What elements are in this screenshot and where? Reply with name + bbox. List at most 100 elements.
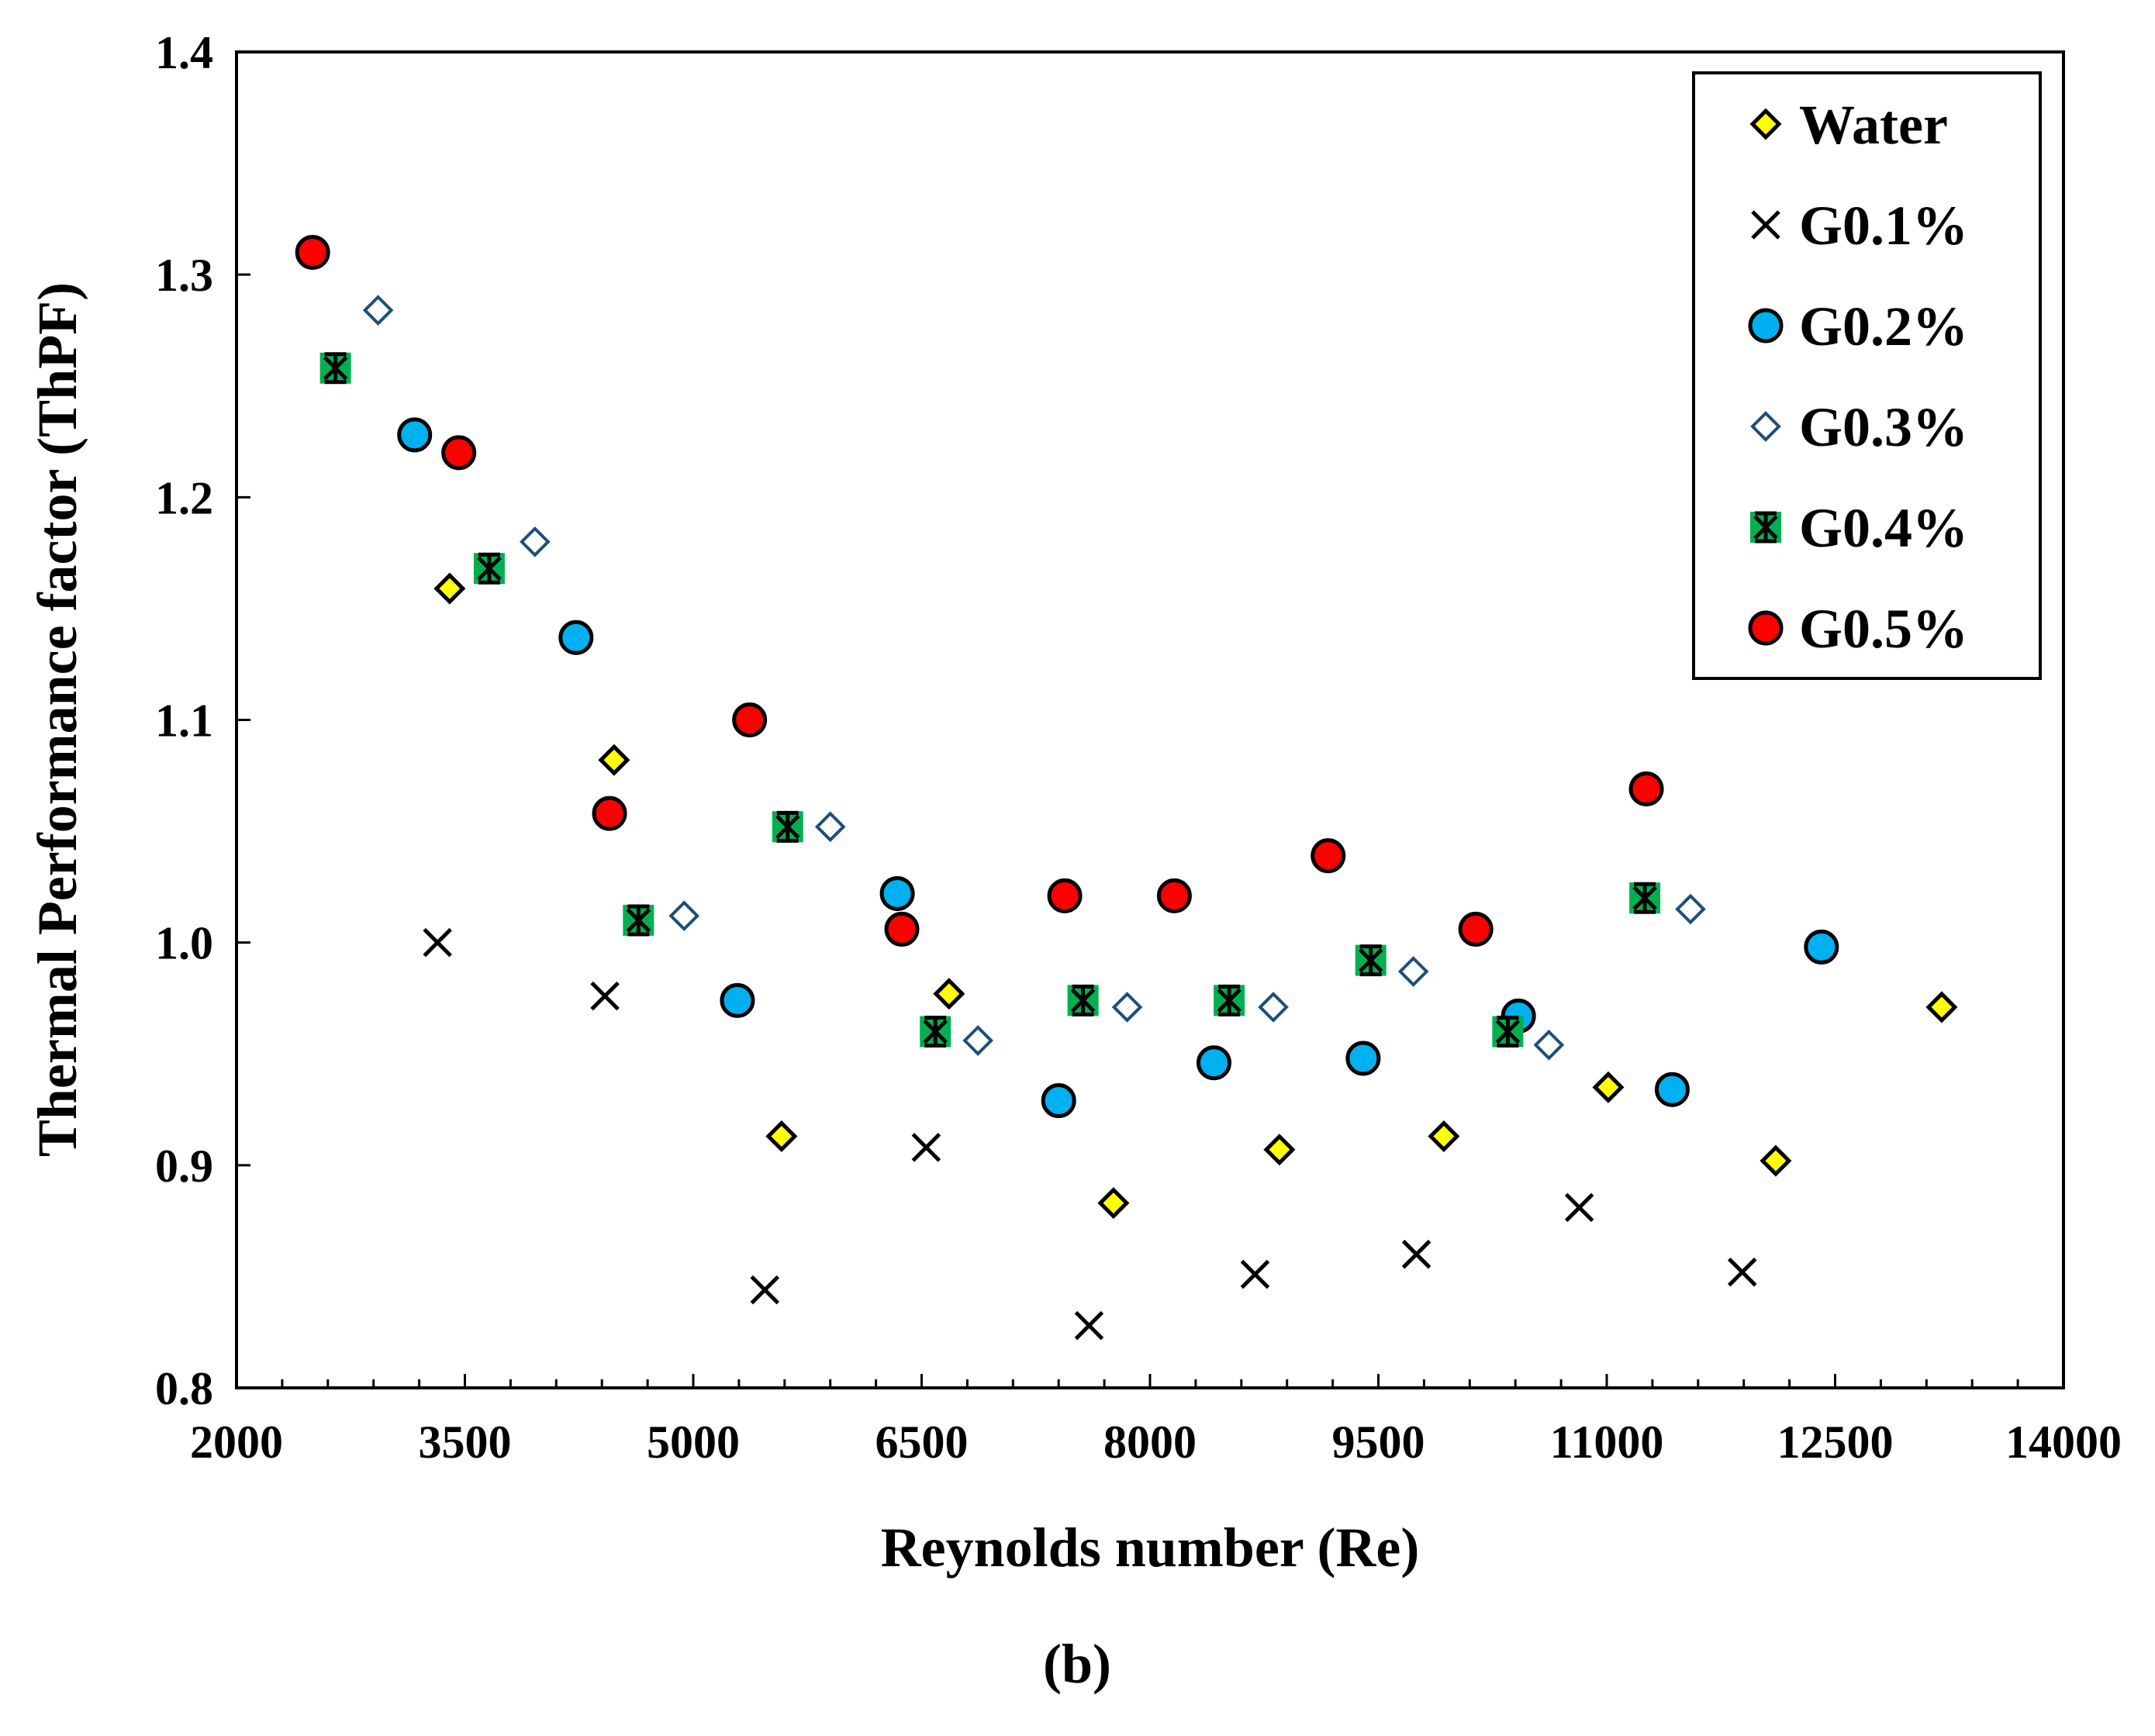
y-axis-title: Thermal Performance factor (ThPF) xyxy=(26,282,88,1157)
data-point xyxy=(1263,1134,1296,1166)
data-point xyxy=(1727,1257,1757,1287)
data-point xyxy=(1345,1041,1381,1076)
data-point xyxy=(1074,1310,1104,1341)
legend-item: G0.2% xyxy=(1748,295,1968,357)
legend-label: Water xyxy=(1799,94,1948,156)
legend-label: G0.3% xyxy=(1799,396,1968,458)
data-point xyxy=(1214,984,1245,1016)
data-point xyxy=(1196,1045,1231,1081)
x-tick-label: 2000 xyxy=(190,1417,283,1468)
data-point xyxy=(433,572,466,605)
y-axis: 0.8 0.9 1.0 1.1 1.2 1.3 1.4 xyxy=(155,27,250,1414)
legend-label: G0.1% xyxy=(1799,195,1968,257)
legend-marker xyxy=(1751,210,1780,240)
data-point xyxy=(1067,984,1099,1016)
legend-item: G0.3% xyxy=(1750,396,1968,458)
data-point xyxy=(920,1016,951,1048)
data-point xyxy=(750,1275,780,1305)
legend-marker xyxy=(1748,610,1784,646)
x-tick-label: 5000 xyxy=(647,1417,740,1468)
data-point xyxy=(1592,1071,1625,1103)
data-point xyxy=(765,1120,798,1153)
data-point xyxy=(1654,1072,1690,1107)
data-point xyxy=(814,811,846,843)
data-point xyxy=(911,1133,941,1162)
series-g0-3 xyxy=(362,295,1706,1061)
data-point xyxy=(590,981,620,1011)
y-tick-label: 1.4 xyxy=(155,27,213,78)
data-point xyxy=(295,234,330,270)
y-tick-label: 1.2 xyxy=(155,472,213,523)
series-g0-1 xyxy=(423,927,1757,1341)
data-point xyxy=(1925,991,1958,1023)
data-point xyxy=(1240,1259,1270,1289)
series-g0-4 xyxy=(319,352,1661,1048)
data-point xyxy=(1629,882,1661,914)
data-point xyxy=(1804,929,1839,965)
data-point xyxy=(473,552,505,585)
data-point xyxy=(1564,1192,1594,1223)
data-points xyxy=(295,234,1958,1341)
data-point xyxy=(592,796,627,831)
data-point xyxy=(558,620,594,655)
x-tick-label: 3500 xyxy=(419,1417,512,1468)
x-tick-label: 8000 xyxy=(1103,1417,1197,1468)
data-point xyxy=(1156,878,1192,913)
data-point xyxy=(962,1025,993,1056)
legend-item: G0.5% xyxy=(1748,598,1968,660)
y-tick-label: 1.1 xyxy=(155,695,213,747)
legend-marker xyxy=(1748,308,1784,343)
legend-marker xyxy=(1750,511,1781,544)
data-point xyxy=(1258,992,1289,1023)
data-point xyxy=(319,352,351,385)
data-point xyxy=(423,927,452,958)
x-tick-label: 14000 xyxy=(2005,1417,2122,1468)
x-axis-title: Reynolds number (Re) xyxy=(881,1517,1420,1579)
data-point xyxy=(1397,956,1429,987)
legend-label: G0.5% xyxy=(1799,598,1968,660)
legend-box xyxy=(1692,71,2042,680)
data-point xyxy=(519,526,551,557)
legend-marker xyxy=(1750,411,1781,442)
data-point xyxy=(668,900,700,932)
data-point xyxy=(1458,911,1494,947)
series-water xyxy=(433,572,1958,1220)
x-tick-label: 9500 xyxy=(1332,1417,1425,1468)
data-point xyxy=(1533,1029,1565,1061)
data-point xyxy=(732,702,768,737)
legend-item: G0.4% xyxy=(1750,497,1968,559)
data-point xyxy=(441,435,477,471)
data-point xyxy=(772,810,803,843)
data-point xyxy=(1111,992,1143,1023)
legend-item: Water xyxy=(1749,94,1948,156)
x-tick-label: 6500 xyxy=(875,1417,969,1468)
data-point xyxy=(1675,893,1706,925)
legend-items: Water G0.1% G0.2% G0.3% G0.4% G0.5% xyxy=(1748,94,1968,660)
data-point xyxy=(1355,944,1387,977)
legend-item: G0.1% xyxy=(1751,195,1968,257)
data-point xyxy=(598,744,630,776)
data-point xyxy=(1047,878,1083,913)
data-point xyxy=(1041,1083,1076,1119)
x-tick-label: 12500 xyxy=(1777,1417,1894,1468)
y-tick-label: 1.0 xyxy=(155,918,213,969)
legend: Water G0.1% G0.2% G0.3% G0.4% G0.5% xyxy=(1692,71,2042,680)
data-point xyxy=(1760,1144,1792,1177)
data-point xyxy=(1401,1239,1431,1269)
legend-label: G0.4% xyxy=(1799,497,1968,559)
data-point xyxy=(397,417,433,453)
y-tick-label: 0.8 xyxy=(155,1363,213,1414)
data-point xyxy=(1311,838,1346,874)
legend-marker xyxy=(1749,108,1782,140)
data-point xyxy=(1628,771,1664,807)
y-tick-label: 0.9 xyxy=(155,1141,213,1192)
data-point xyxy=(720,982,755,1018)
legend-label: G0.2% xyxy=(1799,295,1968,357)
data-point xyxy=(362,295,394,326)
series-g0-5 xyxy=(295,234,1664,947)
data-point xyxy=(1492,1016,1524,1048)
data-point xyxy=(879,875,915,911)
data-point xyxy=(1097,1187,1130,1220)
x-axis: 2000 3500 5000 6500 8000 9500 11000 12500 14000 xyxy=(190,1374,2122,1468)
